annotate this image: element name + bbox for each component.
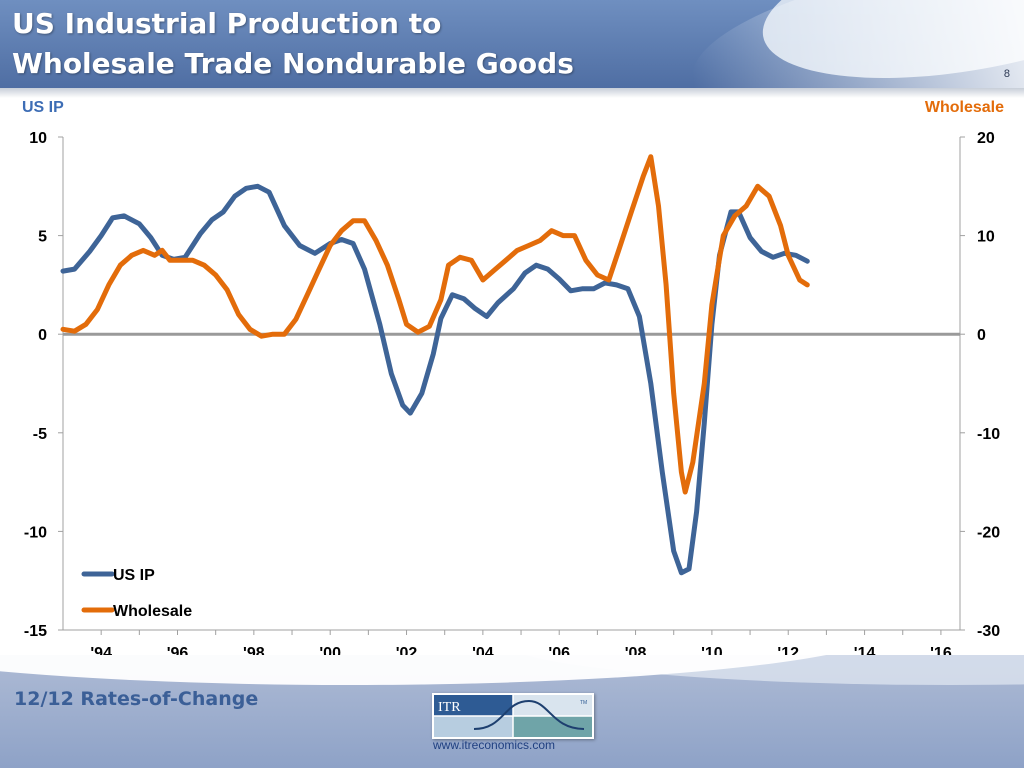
right-tick-label: -20 (977, 524, 1000, 541)
right-tick-label: 10 (977, 229, 995, 246)
page-title: US Industrial Production to Wholesale Tr… (12, 7, 574, 80)
left-tick-label: -15 (24, 623, 47, 640)
left-tick-label: -10 (24, 524, 47, 541)
us-ip-series-line (60, 183, 810, 576)
chart-series (60, 154, 810, 576)
legend-label: US IP (113, 567, 155, 584)
itr-logo: ITR TM (432, 693, 594, 739)
footer-url: www.itreconomics.com (433, 738, 556, 752)
line-chart: 1050-5-10-1520100-10-20-30'94'96'98'00'0… (24, 130, 1000, 660)
header-shadow (0, 88, 1024, 98)
left-tick-label: 5 (38, 229, 47, 246)
chart-axes: 1050-5-10-1520100-10-20-30'94'96'98'00'0… (24, 130, 1000, 660)
footer-subtitle: 12/12 Rates-of-Change (14, 688, 259, 710)
left-tick-label: 0 (38, 327, 47, 344)
logo-trademark: TM (580, 700, 587, 706)
legend-label: Wholesale (113, 603, 192, 620)
itr-logo-mark: ITR TM (434, 695, 592, 737)
wholesale-series-line (60, 154, 810, 495)
right-tick-label: 20 (977, 130, 995, 147)
right-tick-label: -10 (977, 426, 1000, 443)
logo-text: ITR (438, 700, 461, 715)
header-banner (0, 0, 1024, 88)
right-tick-label: -30 (977, 623, 1000, 640)
right-tick-label: 0 (977, 327, 986, 344)
chart-legend: US IP Wholesale (81, 567, 192, 620)
slide-number: 8 (1003, 68, 1010, 80)
left-tick-label: 10 (29, 130, 47, 147)
left-tick-label: -5 (33, 426, 47, 443)
left-axis-title: US IP (22, 99, 64, 116)
right-axis-title: Wholesale (924, 99, 1004, 116)
